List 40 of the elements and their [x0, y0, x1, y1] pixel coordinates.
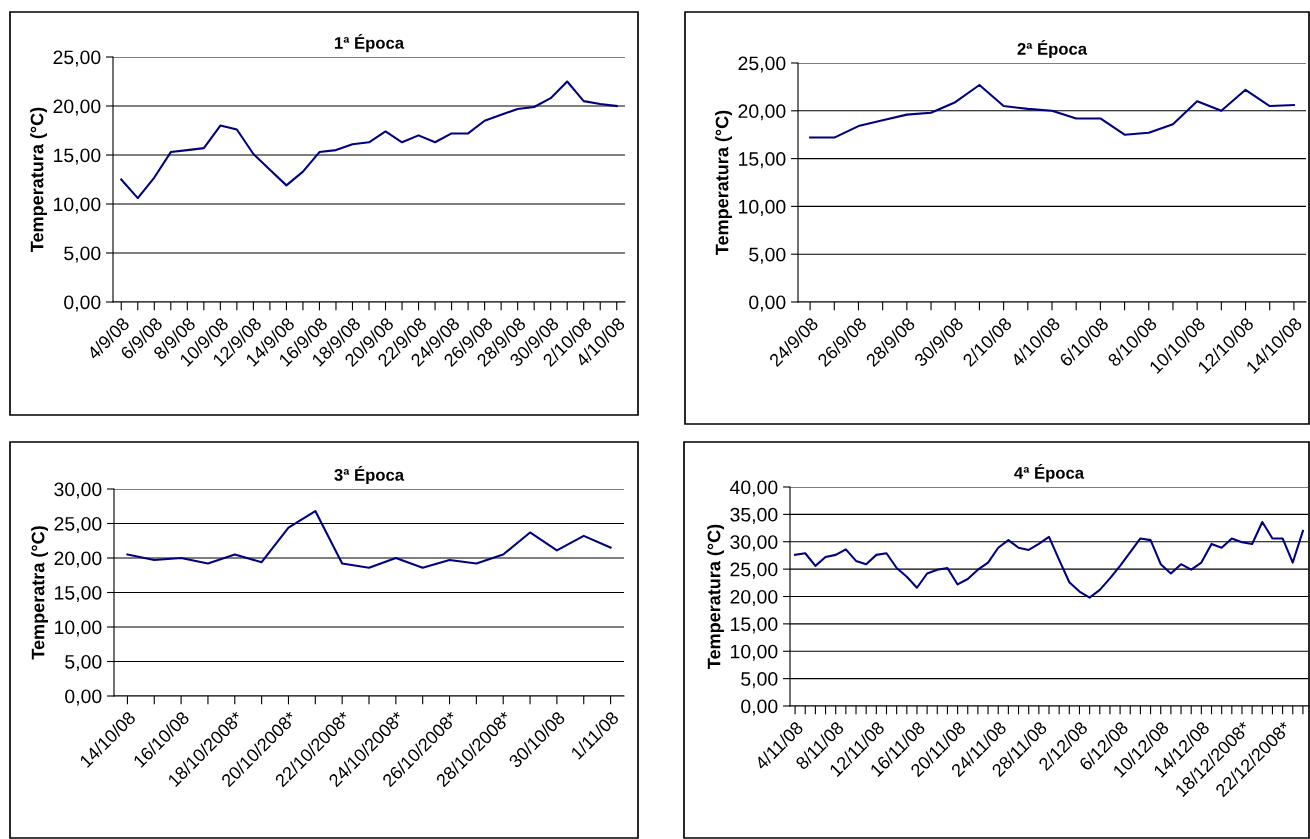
y-tick-label: 25,00	[53, 50, 101, 67]
y-tick-label: 15,00	[739, 152, 786, 169]
y-tick-label: 30,00	[54, 482, 102, 499]
chart-title: 2ª Época	[1017, 39, 1088, 59]
y-tick-label: 0,00	[65, 689, 102, 706]
y-axis-title: Temperatra (°C)	[31, 526, 48, 660]
y-tick-label: 15,00	[54, 148, 101, 165]
y-axis-title: Temperatura (°C)	[30, 107, 47, 252]
y-tick-label: 20,00	[738, 104, 786, 121]
y-tick-label: 15,00	[55, 585, 102, 603]
chart-title: 1ª Época	[335, 33, 405, 53]
y-tick-label: 40,00	[729, 480, 778, 497]
y-tick-label: 25,00	[738, 56, 786, 73]
line-series	[126, 510, 612, 569]
y-tick-label: 10,00	[55, 620, 102, 637]
line-series	[120, 80, 618, 200]
y-tick-label: 10,00	[54, 197, 101, 214]
y-tick-label: 25,00	[54, 516, 102, 534]
y-tick-label: 35,00	[730, 507, 778, 524]
chart-title: 3ª Época	[334, 465, 405, 485]
line-series	[794, 521, 1304, 599]
y-tick-label: 0,00	[741, 699, 778, 716]
y-tick-label: 20,00	[54, 551, 102, 568]
y-tick-label: 5,00	[64, 246, 101, 263]
y-tick-label: 20,00	[53, 99, 101, 116]
y-tick-label: 30,00	[730, 535, 778, 552]
y-tick-label: 5,00	[65, 654, 102, 672]
y-tick-label: 10,00	[739, 199, 786, 216]
y-tick-label: 20,00	[730, 589, 778, 607]
y-axis-title: Temperatura (°C)	[707, 524, 724, 669]
line-series	[809, 83, 1295, 139]
y-tick-label: 15,00	[731, 617, 778, 634]
y-tick-label: 25,00	[730, 562, 778, 579]
y-tick-label: 5,00	[749, 247, 786, 264]
y-tick-label: 10,00	[731, 644, 778, 661]
y-tick-label: 0,00	[64, 295, 101, 312]
y-axis-title: Temperatura (°C)	[715, 110, 732, 255]
chart-title: 4ª Época	[1014, 463, 1085, 483]
y-tick-label: 0,00	[749, 295, 786, 312]
y-tick-label: 5,00	[741, 672, 778, 689]
